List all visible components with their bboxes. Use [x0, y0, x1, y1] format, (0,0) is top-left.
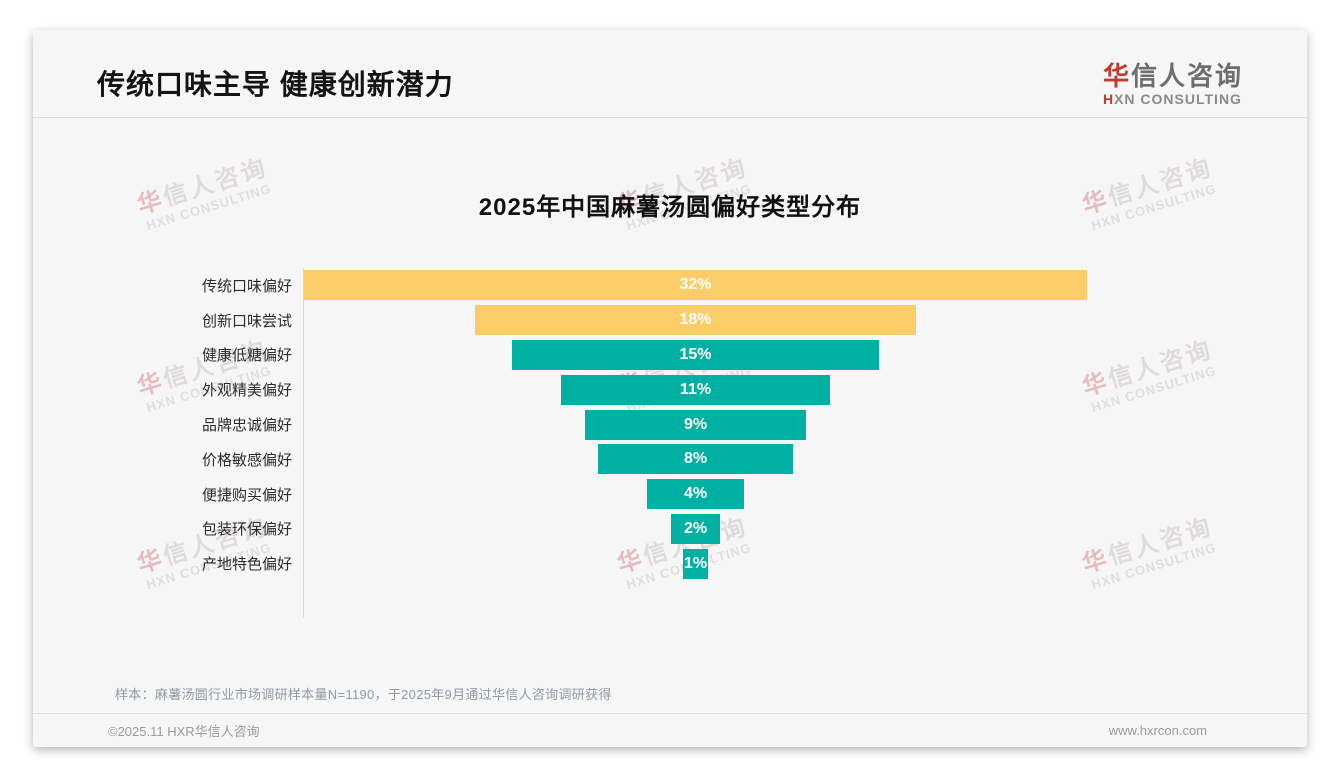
report-card: 华信人咨询 HXN CONSULTING 华信人咨询 HXN CONSULTING 华信… — [33, 30, 1307, 747]
company-logo: 华信人咨询 HXN CONSULTING — [1103, 62, 1243, 117]
funnel-bar: 18% — [475, 305, 916, 336]
website-url: www.hxrcon.com — [1108, 723, 1207, 738]
chart-title: 2025年中国麻薯汤圆偏好类型分布 — [478, 194, 862, 221]
bar-value-label: 15% — [679, 345, 712, 363]
bar-value-label: 8% — [683, 450, 708, 468]
category-label: 便捷购买偏好 — [201, 486, 292, 504]
header: 传统口味主导 健康创新潜力 华信人咨询 HXN CONSULTING — [33, 30, 1307, 118]
funnel-bar: 9% — [585, 409, 806, 440]
plot-area: 32% 18% 15% 11% 9% 8% 4% 2% 1% — [303, 268, 1087, 619]
bar-row: 4% — [304, 477, 1087, 512]
category-label: 包装环保偏好 — [201, 521, 292, 539]
funnel-bar: 2% — [671, 513, 720, 544]
copyright-text: ©2025.11 HXR华信人咨询 — [108, 724, 260, 739]
bar-value-label: 32% — [679, 276, 712, 294]
bar-value-label: 4% — [683, 485, 708, 503]
funnel-bar: 1% — [683, 548, 708, 579]
bar-row: 1% — [304, 546, 1087, 581]
category-label: 品牌忠诚偏好 — [201, 417, 292, 435]
bar-row: 15% — [304, 338, 1087, 373]
bar-row: 8% — [304, 442, 1087, 477]
category-label: 产地特色偏好 — [201, 556, 292, 574]
category-label: 健康低糖偏好 — [201, 347, 292, 365]
category-label: 外观精美偏好 — [201, 382, 292, 400]
bar-value-label: 9% — [683, 415, 708, 433]
logo-chinese-text: 华信人咨询 — [1102, 61, 1243, 92]
funnel-bar: 8% — [597, 444, 794, 475]
funnel-bar: 4% — [646, 479, 745, 510]
category-label: 创新口味尝试 — [201, 312, 292, 330]
category-label: 价格敏感偏好 — [201, 451, 292, 469]
bar-value-label: 11% — [679, 380, 712, 398]
category-labels-column: 传统口味偏好 创新口味尝试 健康低糖偏好 外观精美偏好 品牌忠诚偏好 价格敏感偏好 便捷购买… — [33, 268, 303, 618]
footer: ©2025.11 HXR华信人咨询 www.hxrcon.com — [33, 713, 1307, 747]
bar-row: 2% — [304, 512, 1087, 547]
logo-english-text: HXN CONSULTING — [1102, 91, 1242, 107]
bar-value-label: 18% — [679, 311, 712, 329]
funnel-bar: 11% — [560, 374, 831, 405]
bar-value-label: 1% — [683, 554, 708, 572]
funnel-bar: 32% — [304, 270, 1087, 301]
bar-row: 9% — [304, 407, 1087, 442]
bar-row: 11% — [304, 372, 1087, 407]
sample-note: 样本：麻薯汤圆行业市场调研样本量N=1190，于2025年9月通过华信人咨询调研… — [115, 687, 612, 702]
bar-value-label: 2% — [683, 519, 708, 537]
category-label: 传统口味偏好 — [201, 277, 292, 295]
funnel-bar: 15% — [511, 339, 880, 370]
page-title: 传统口味主导 健康创新潜力 — [97, 69, 454, 100]
funnel-chart: 传统口味偏好 创新口味尝试 健康低糖偏好 外观精美偏好 品牌忠诚偏好 价格敏感偏好 便捷购买… — [33, 268, 1087, 619]
bar-row: 32% — [304, 268, 1087, 303]
bar-row: 18% — [304, 303, 1087, 338]
